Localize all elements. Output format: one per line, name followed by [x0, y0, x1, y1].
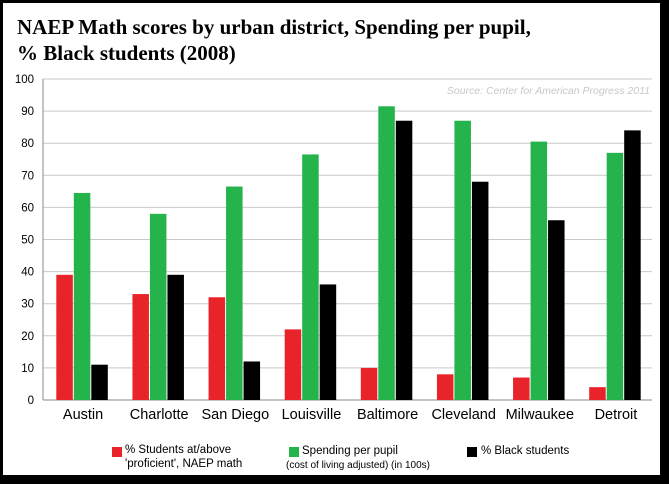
chart-title: NAEP Math scores by urban district, Spen… [17, 14, 617, 66]
bar-san-diego-series-0 [208, 297, 226, 400]
y-tick-label: 90 [21, 106, 34, 118]
bar-baltimore-series-2 [395, 120, 413, 400]
bar-detroit-series-2 [624, 130, 641, 401]
y-tick-label: 100 [15, 74, 34, 86]
x-tick-label: Charlotte [130, 407, 189, 423]
y-tick-label: 40 [21, 267, 34, 279]
axis-labels: 0 10 20 30 40 50 60 70 80 90 100 Austin Charlotte San… [15, 74, 637, 423]
bar-louisville-series-2 [319, 284, 337, 400]
x-tick-label: Austin [63, 407, 103, 423]
bar-louisville-series-0 [284, 329, 302, 400]
bars [56, 106, 641, 401]
chart-title-line2: % Black students (2008) [17, 41, 236, 65]
bar-baltimore-series-1 [378, 106, 395, 400]
x-tick-label: Baltimore [357, 407, 418, 423]
x-tick-label: Cleveland [431, 407, 496, 423]
bar-cleveland-series-2 [471, 181, 489, 400]
bar-charlotte-series-2 [167, 274, 184, 400]
bar-baltimore-series-0 [360, 367, 378, 400]
bar-austin-series-1 [73, 192, 91, 400]
bar-charlotte-series-0 [132, 294, 149, 400]
x-tick-label: Milwaukee [506, 407, 575, 423]
bar-detroit-series-0 [589, 387, 606, 400]
source-note: Source: Center for American Progress 201… [447, 85, 650, 97]
y-tick-label: 0 [28, 395, 34, 407]
y-tick-label: 30 [21, 299, 34, 311]
y-tick-label: 60 [21, 202, 34, 214]
y-tick-label: 80 [21, 138, 34, 150]
bar-cleveland-series-1 [454, 120, 471, 400]
bar-milwaukee-series-2 [548, 220, 565, 400]
y-tick-label: 70 [21, 170, 34, 182]
bar-san-diego-series-1 [226, 186, 243, 400]
bar-milwaukee-series-0 [513, 377, 530, 400]
bar-milwaukee-series-1 [530, 141, 548, 400]
bar-louisville-series-1 [302, 154, 319, 400]
bar-cleveland-series-0 [436, 374, 454, 400]
bar-austin-series-2 [91, 364, 108, 400]
y-tick-label: 20 [21, 331, 34, 343]
bar-austin-series-0 [56, 274, 73, 400]
y-tick-label: 50 [21, 235, 34, 247]
chart-title-line1: NAEP Math scores by urban district, Spen… [17, 15, 531, 39]
bar-san-diego-series-2 [243, 361, 261, 400]
bar-charlotte-series-1 [149, 213, 167, 400]
x-tick-label: Louisville [282, 407, 342, 423]
x-tick-label: San Diego [201, 407, 269, 423]
x-tick-label: Detroit [595, 407, 638, 423]
bar-detroit-series-1 [606, 152, 624, 400]
y-tick-label: 10 [21, 363, 34, 375]
